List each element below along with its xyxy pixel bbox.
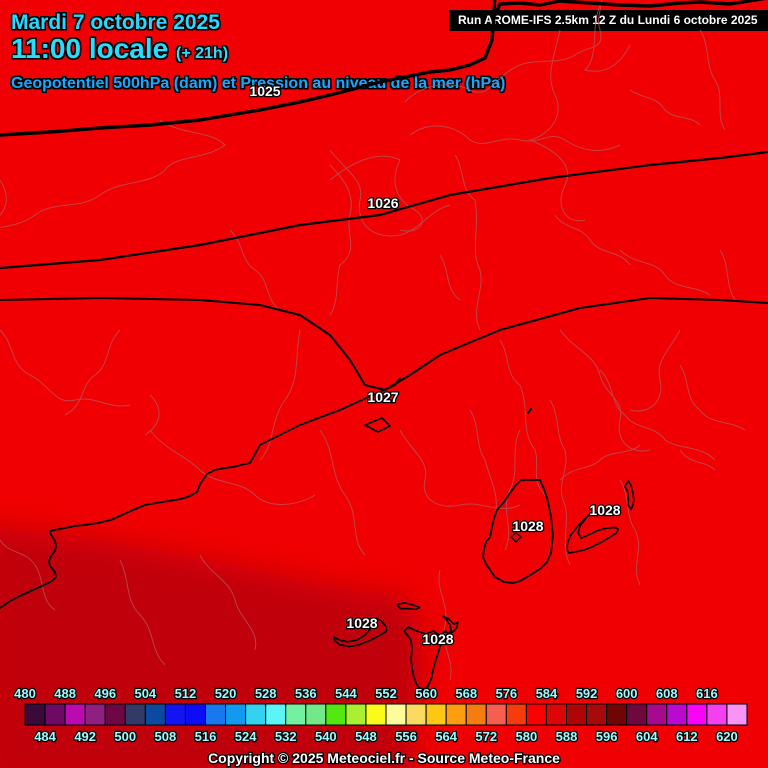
svg-text:616: 616	[696, 686, 718, 701]
svg-text:496: 496	[94, 686, 116, 701]
svg-text:1026: 1026	[367, 195, 398, 211]
svg-text:1025: 1025	[249, 83, 280, 99]
svg-text:500: 500	[114, 729, 136, 744]
svg-text:524: 524	[235, 729, 257, 744]
svg-text:532: 532	[275, 729, 297, 744]
svg-text:596: 596	[596, 729, 618, 744]
svg-text:620: 620	[716, 729, 738, 744]
svg-text:1028: 1028	[422, 631, 453, 647]
svg-text:560: 560	[415, 686, 437, 701]
svg-text:556: 556	[395, 729, 417, 744]
svg-text:548: 548	[355, 729, 377, 744]
svg-text:580: 580	[516, 729, 538, 744]
svg-text:604: 604	[636, 729, 658, 744]
svg-text:568: 568	[455, 686, 477, 701]
svg-text:576: 576	[495, 686, 517, 701]
svg-text:Copyright © 2025 Meteociel.fr: Copyright © 2025 Meteociel.fr - Source M…	[208, 750, 560, 766]
svg-text:600: 600	[616, 686, 638, 701]
svg-text:480: 480	[14, 686, 36, 701]
svg-text:512: 512	[175, 686, 197, 701]
svg-text:488: 488	[54, 686, 76, 701]
svg-text:540: 540	[315, 729, 337, 744]
svg-text:584: 584	[536, 686, 558, 701]
svg-text:608: 608	[656, 686, 678, 701]
svg-text:612: 612	[676, 729, 698, 744]
svg-text:492: 492	[74, 729, 96, 744]
svg-text:544: 544	[335, 686, 357, 701]
svg-text:572: 572	[475, 729, 497, 744]
svg-text:520: 520	[215, 686, 237, 701]
svg-text:484: 484	[34, 729, 56, 744]
svg-text:1028: 1028	[346, 615, 377, 631]
svg-text:1028: 1028	[589, 502, 620, 518]
svg-text:1028: 1028	[512, 518, 543, 534]
svg-text:504: 504	[134, 686, 156, 701]
svg-text:564: 564	[435, 729, 457, 744]
svg-text:588: 588	[556, 729, 578, 744]
svg-text:508: 508	[155, 729, 177, 744]
svg-text:536: 536	[295, 686, 317, 701]
svg-text:552: 552	[375, 686, 397, 701]
svg-text:528: 528	[255, 686, 277, 701]
svg-text:516: 516	[195, 729, 217, 744]
svg-text:1027: 1027	[367, 389, 398, 405]
svg-text:592: 592	[576, 686, 598, 701]
